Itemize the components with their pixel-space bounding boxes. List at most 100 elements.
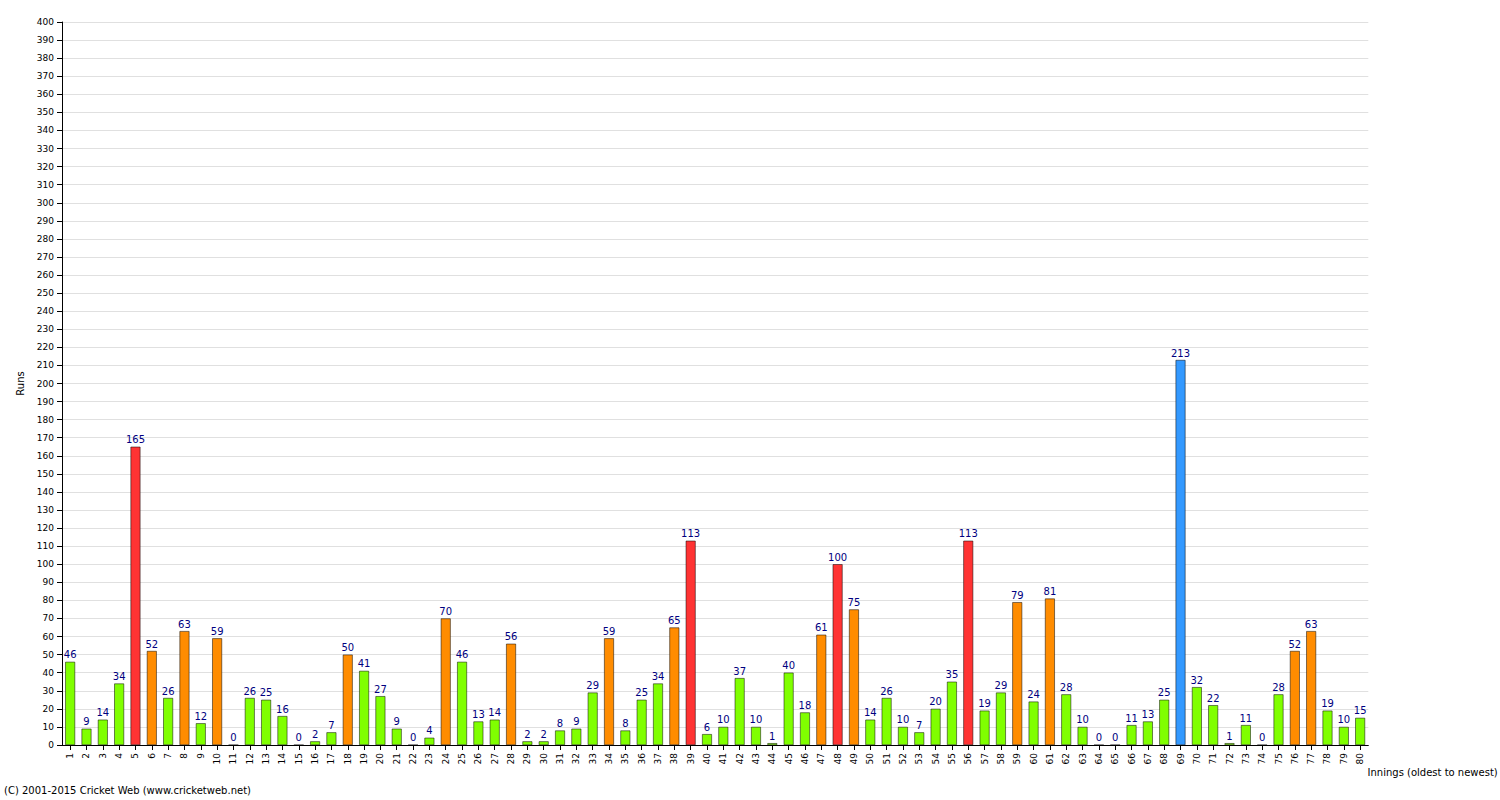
svg-text:52: 52 (145, 639, 158, 650)
svg-text:50: 50 (865, 753, 875, 765)
svg-text:14: 14 (488, 707, 501, 718)
svg-text:15: 15 (294, 753, 304, 764)
svg-text:57: 57 (980, 753, 990, 764)
svg-text:33: 33 (588, 753, 598, 764)
svg-text:42: 42 (735, 753, 745, 764)
svg-text:26: 26 (162, 686, 175, 697)
svg-text:69: 69 (1176, 753, 1186, 765)
svg-text:22: 22 (408, 753, 418, 764)
svg-text:37: 37 (653, 753, 663, 764)
svg-text:50: 50 (341, 642, 354, 653)
svg-text:20: 20 (375, 753, 385, 765)
svg-text:14: 14 (864, 707, 877, 718)
svg-text:19: 19 (359, 753, 369, 765)
svg-text:370: 370 (37, 71, 54, 81)
svg-text:65: 65 (668, 615, 681, 626)
svg-text:1: 1 (769, 731, 775, 742)
svg-text:35: 35 (946, 669, 959, 680)
svg-text:79: 79 (1011, 590, 1024, 601)
svg-text:6: 6 (704, 722, 710, 733)
svg-text:340: 340 (37, 125, 54, 135)
svg-text:63: 63 (1078, 753, 1088, 764)
svg-text:29: 29 (586, 680, 599, 691)
svg-text:213: 213 (1171, 348, 1190, 359)
svg-text:70: 70 (439, 606, 452, 617)
svg-text:58: 58 (996, 753, 1006, 765)
svg-text:68: 68 (1159, 753, 1169, 765)
svg-text:8: 8 (557, 718, 563, 729)
svg-text:12: 12 (245, 753, 255, 764)
svg-text:190: 190 (37, 397, 54, 407)
svg-text:27: 27 (490, 753, 500, 764)
svg-text:28: 28 (1272, 682, 1285, 693)
svg-text:34: 34 (604, 753, 614, 765)
svg-text:4: 4 (114, 753, 124, 759)
svg-text:113: 113 (959, 528, 978, 539)
svg-text:75: 75 (848, 597, 861, 608)
svg-text:130: 130 (37, 505, 54, 515)
svg-text:63: 63 (178, 619, 191, 630)
svg-text:13: 13 (472, 709, 485, 720)
svg-text:360: 360 (37, 89, 54, 99)
svg-text:67: 67 (1143, 753, 1153, 764)
svg-text:25: 25 (1158, 687, 1171, 698)
svg-text:120: 120 (37, 523, 54, 533)
svg-text:1: 1 (65, 753, 75, 759)
svg-text:19: 19 (978, 698, 991, 709)
svg-text:0: 0 (410, 732, 416, 743)
svg-text:47: 47 (816, 753, 826, 764)
svg-text:56: 56 (963, 753, 973, 765)
svg-text:60: 60 (1029, 753, 1039, 765)
svg-text:46: 46 (64, 649, 77, 660)
svg-text:55: 55 (947, 753, 957, 764)
svg-text:260: 260 (37, 270, 54, 280)
svg-text:270: 270 (37, 252, 54, 262)
svg-text:59: 59 (211, 626, 224, 637)
svg-text:400: 400 (37, 17, 54, 27)
svg-text:49: 49 (849, 753, 859, 765)
svg-text:53: 53 (914, 753, 924, 764)
svg-text:165: 165 (126, 434, 145, 445)
svg-text:41: 41 (358, 658, 371, 669)
svg-text:0: 0 (1096, 732, 1102, 743)
svg-text:0: 0 (230, 732, 236, 743)
svg-text:26: 26 (243, 686, 256, 697)
svg-text:210: 210 (37, 360, 54, 370)
svg-text:Innings (oldest to newest): Innings (oldest to newest) (1368, 767, 1498, 778)
svg-text:13: 13 (1142, 709, 1155, 720)
svg-text:39: 39 (686, 753, 696, 765)
svg-text:61: 61 (1045, 753, 1055, 764)
svg-text:(C) 2001-2015 Cricket Web (www: (C) 2001-2015 Cricket Web (www.cricketwe… (4, 785, 251, 796)
svg-text:300: 300 (37, 198, 54, 208)
svg-text:230: 230 (37, 324, 54, 334)
svg-text:6: 6 (147, 753, 157, 759)
svg-text:1: 1 (1226, 731, 1232, 742)
svg-text:28: 28 (506, 753, 516, 765)
svg-text:110: 110 (37, 541, 54, 551)
svg-text:75: 75 (1274, 753, 1284, 764)
svg-text:64: 64 (1094, 753, 1104, 765)
svg-text:10: 10 (717, 714, 730, 725)
svg-text:0: 0 (48, 740, 54, 750)
svg-text:330: 330 (37, 144, 54, 154)
svg-text:59: 59 (1012, 753, 1022, 765)
svg-text:48: 48 (833, 753, 843, 765)
svg-text:40: 40 (782, 660, 795, 671)
svg-text:180: 180 (37, 415, 54, 425)
svg-text:28: 28 (1060, 682, 1073, 693)
svg-text:27: 27 (374, 684, 387, 695)
svg-text:35: 35 (620, 753, 630, 764)
svg-text:18: 18 (799, 700, 812, 711)
svg-text:0: 0 (1112, 732, 1118, 743)
svg-text:2: 2 (541, 729, 547, 740)
svg-text:21: 21 (392, 753, 402, 764)
svg-text:11: 11 (1239, 713, 1252, 724)
svg-text:14: 14 (277, 753, 287, 765)
svg-text:310: 310 (37, 180, 54, 190)
svg-text:390: 390 (37, 35, 54, 45)
svg-text:63: 63 (1305, 619, 1318, 630)
svg-text:25: 25 (260, 687, 273, 698)
svg-text:45: 45 (784, 753, 794, 764)
svg-text:20: 20 (43, 704, 55, 714)
svg-text:46: 46 (800, 753, 810, 765)
